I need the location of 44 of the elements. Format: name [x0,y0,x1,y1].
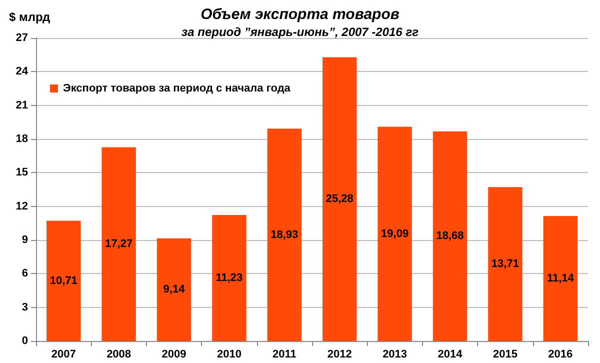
bar [432,131,468,341]
y-tick-label: 15 [16,166,28,179]
chart-subtitle: за период ”январь-июнь”, 2007 -2016 гг [181,25,420,39]
data-label: 9,14 [163,284,186,296]
y-tick-label: 21 [16,99,28,112]
x-tick-label: 2012 [327,348,352,360]
x-tick-label: 2007 [51,348,76,360]
data-label: 18,93 [270,228,298,241]
legend-label: Экспорт товаров за период с начала года [63,82,292,94]
y-tick-label: 6 [22,268,28,280]
bar [102,147,136,341]
x-tick-label: 2016 [548,348,573,360]
y-tick-label: 24 [16,66,29,78]
bar [46,220,81,341]
data-label: 18,68 [436,230,464,242]
x-tick-label: 2014 [438,348,464,360]
chart-title: Объем экспорта товаров [200,6,400,23]
x-tick-label: 2008 [106,348,132,360]
y-tick-label: 3 [22,301,28,314]
y-tick-label: 27 [16,32,28,44]
bar [322,57,357,341]
bar [267,128,302,341]
data-label: 17,27 [105,238,133,250]
x-tick-label: 2009 [162,348,186,360]
bar [378,126,412,341]
data-label: 10,71 [50,274,78,287]
y-tick-label: 0 [22,335,28,347]
y-tick-label: 12 [16,200,28,212]
bar [156,238,192,341]
x-tick-label: 2010 [216,348,242,360]
data-label: 11,14 [546,272,575,284]
data-label: 25,28 [326,193,354,206]
bar [212,214,246,341]
data-label: 19,09 [381,228,409,240]
y-tick-label: 18 [16,133,28,145]
y-axis-title: $ млрд [9,10,51,24]
bar [543,216,578,341]
x-tick-label: 2011 [272,348,296,360]
x-tick-label: 2013 [382,348,408,360]
y-tick-label: 9 [22,234,28,246]
x-tick-label: 2015 [492,348,518,360]
bar [488,187,522,341]
data-label: 11,23 [216,272,243,284]
data-label: 13,71 [491,258,519,270]
